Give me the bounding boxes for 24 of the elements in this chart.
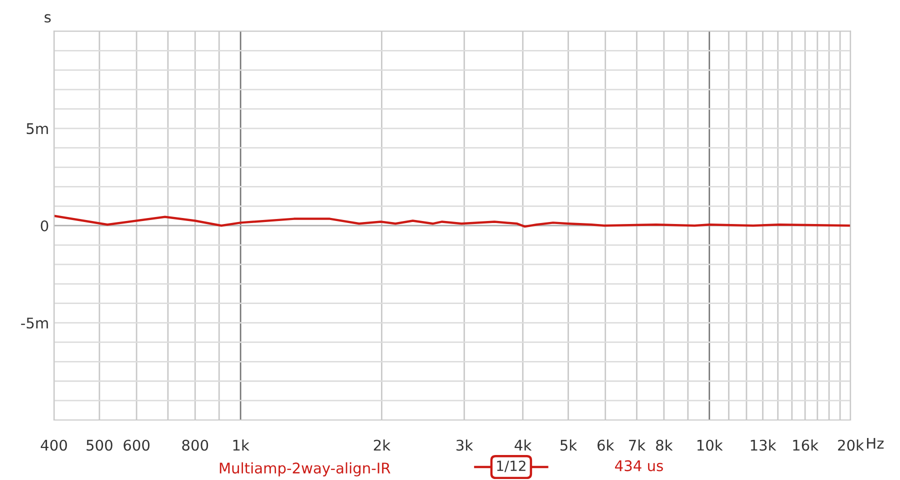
x-tick-label: 5k xyxy=(560,439,578,451)
x-tick-label: 2k xyxy=(374,439,391,451)
text: 434 us xyxy=(615,460,663,472)
x-tick-label: 1k xyxy=(233,439,250,451)
x-tick-label: 500 xyxy=(86,440,112,451)
x-tick-label: 3k xyxy=(456,439,474,451)
x-tick-label: 16k xyxy=(793,439,819,451)
y-tick-label: 5m xyxy=(26,123,48,134)
x-tick-label: 7k xyxy=(629,439,646,451)
y-tick-label: 0 xyxy=(40,220,48,232)
x-tick-label: 13k xyxy=(750,439,776,451)
x-tick-label: 600 xyxy=(124,440,150,451)
x-tick-label: 8k xyxy=(656,439,673,451)
text: Multiamp-2way-align-IR xyxy=(220,462,390,476)
x-tick-label: 800 xyxy=(182,440,208,451)
y-axis-title: s xyxy=(44,14,51,23)
y-tick-label: -5m xyxy=(21,318,48,329)
x-tick-label: 4k xyxy=(514,439,532,451)
x-tick-label: 6k xyxy=(598,439,614,451)
x-tick-label: 10k xyxy=(697,439,723,451)
text: 1/12 xyxy=(497,460,526,472)
x-axis-title: Hz xyxy=(867,438,884,449)
x-tick-label: 20k xyxy=(838,439,864,451)
x-tick-label: 400 xyxy=(40,440,67,451)
